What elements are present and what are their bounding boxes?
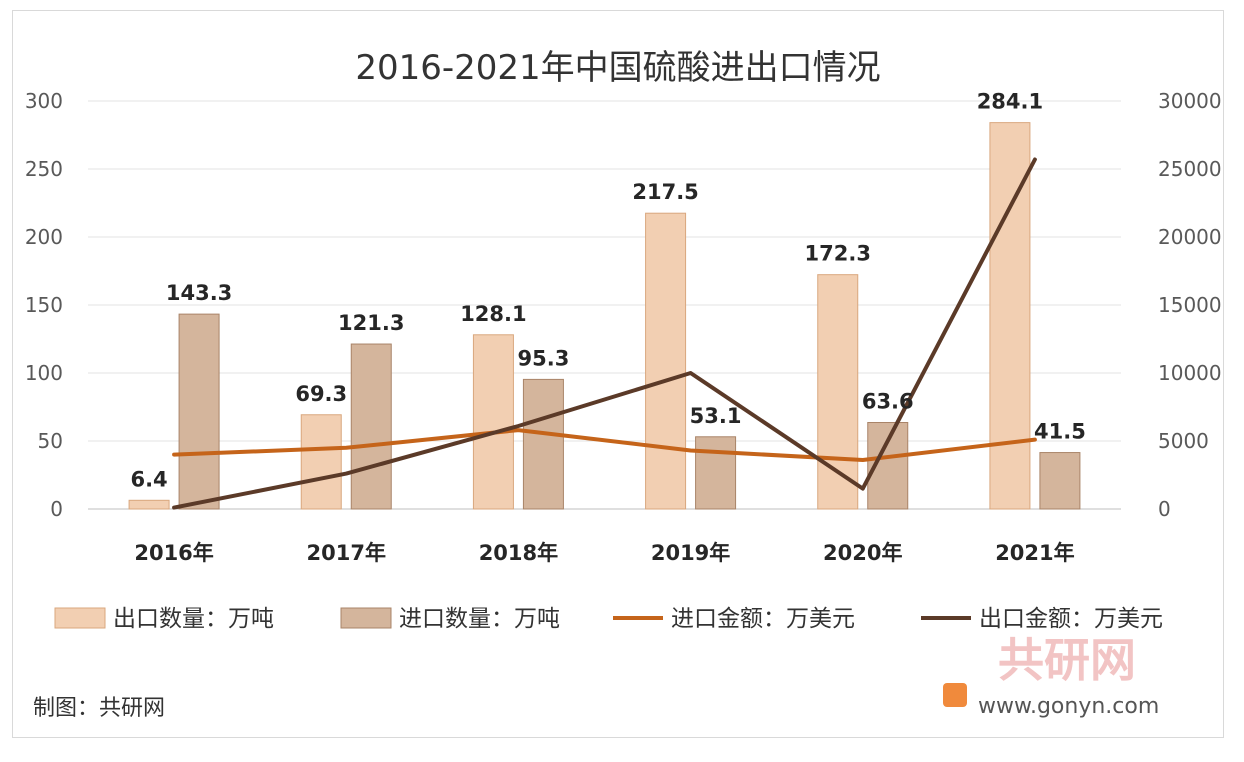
export-qty-bar — [645, 212, 687, 510]
export-qty-bar — [300, 414, 342, 510]
import-qty-label: 63.6 — [862, 390, 914, 414]
y-left-tick-label: 150 — [25, 293, 63, 317]
y-left-tick-label: 0 — [50, 497, 63, 521]
chart-title: 2016-2021年中国硫酸进出口情况 — [355, 48, 880, 88]
x-tick-label: 2019年 — [651, 541, 730, 565]
legend-swatch — [340, 607, 392, 629]
legend-label: 进口数量：万吨 — [399, 606, 560, 632]
watermark: 共研网 www.gonyn.com — [943, 633, 1159, 719]
x-tick-label: 2020年 — [823, 541, 902, 565]
watermark-logo-icon — [943, 683, 967, 707]
y-left-tick-label: 300 — [25, 89, 63, 113]
import-qty-bar — [695, 436, 737, 510]
y-left-tick-label: 100 — [25, 361, 63, 385]
import-qty-label: 95.3 — [518, 346, 570, 370]
import-qty-label: 53.1 — [690, 404, 742, 428]
line-series — [172, 157, 1037, 510]
chart-canvas: 2016-2021年中国硫酸进出口情况 0 50 100 150 200 250 300 0… — [25, 48, 1222, 721]
import-qty-bar — [1039, 452, 1081, 510]
y-right-tick-label: 15000 — [1158, 293, 1222, 317]
export-qty-bar — [472, 334, 514, 510]
export-qty-label: 217.5 — [632, 180, 698, 204]
bar-series — [128, 122, 1081, 510]
credit-text: 制图：共研网 — [33, 696, 165, 721]
watermark-url: www.gonyn.com — [978, 694, 1159, 719]
legend-label: 进口金额：万美元 — [671, 606, 855, 632]
import-value-line — [172, 428, 1037, 462]
y-axis-left: 0 50 100 150 200 250 300 — [25, 89, 63, 521]
legend-label: 出口数量：万吨 — [113, 606, 274, 632]
legend-label: 出口金额：万美元 — [979, 606, 1163, 632]
x-tick-label: 2016年 — [134, 541, 213, 565]
export-qty-label: 284.1 — [977, 90, 1043, 114]
export-qty-label: 172.3 — [805, 242, 871, 266]
export-qty-label: 69.3 — [295, 382, 347, 406]
data-labels: 6.4 69.3 128.1 217.5 172.3 284.1 143.3 121.3 95.… — [130, 90, 1085, 492]
y-right-tick-label: 30000 — [1158, 89, 1222, 113]
y-right-tick-label: 25000 — [1158, 157, 1222, 181]
import-qty-bar — [178, 313, 220, 510]
export-qty-label: 6.4 — [130, 467, 167, 491]
import-qty-label: 41.5 — [1034, 420, 1086, 444]
import-qty-bar — [350, 343, 392, 510]
import-qty-label: 121.3 — [338, 311, 404, 335]
export-qty-bar — [128, 499, 170, 510]
legend-swatch — [54, 607, 106, 629]
y-right-tick-label: 0 — [1158, 497, 1171, 521]
y-right-tick-label: 5000 — [1158, 429, 1209, 453]
watermark-brand: 共研网 — [998, 633, 1136, 687]
export-value-line — [172, 157, 1037, 510]
y-right-tick-label: 10000 — [1158, 361, 1222, 385]
export-qty-label: 128.1 — [460, 302, 526, 326]
y-right-tick-label: 20000 — [1158, 225, 1222, 249]
legend: 出口数量：万吨 进口数量：万吨 进口金额：万美元 出口金额：万美元 — [54, 606, 1163, 632]
y-axis-right: 0 5000 10000 15000 20000 25000 30000 — [1158, 89, 1222, 521]
x-tick-label: 2018年 — [479, 541, 558, 565]
y-left-tick-label: 200 — [25, 225, 63, 249]
x-axis: 2016年 2017年 2018年 2019年 2020年 2021年 — [134, 541, 1074, 565]
import-qty-label: 143.3 — [166, 281, 232, 305]
y-left-tick-label: 50 — [38, 429, 63, 453]
grid-lines — [88, 100, 1121, 510]
x-tick-label: 2021年 — [995, 541, 1074, 565]
x-tick-label: 2017年 — [307, 541, 386, 565]
import-qty-bar — [522, 378, 564, 510]
y-left-tick-label: 250 — [25, 157, 63, 181]
chart-frame: 2016-2021年中国硫酸进出口情况 0 50 100 150 200 250 300 0… — [12, 10, 1224, 738]
